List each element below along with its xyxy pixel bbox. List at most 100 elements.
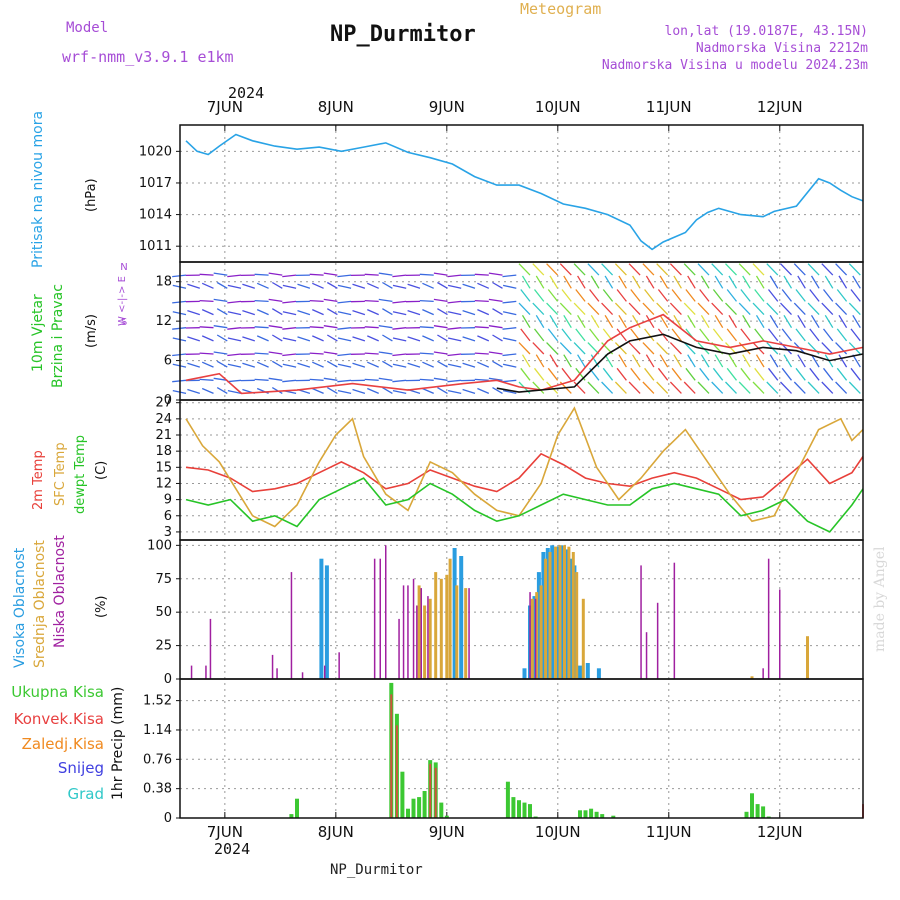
wind-barb — [656, 381, 669, 394]
wind-barb — [502, 353, 517, 357]
wind-barb — [673, 314, 682, 329]
cloud-bar-2 — [468, 588, 470, 679]
wind-barb — [352, 388, 366, 395]
wind-barb — [835, 302, 848, 316]
wind-barb — [587, 381, 600, 394]
wind-barb — [422, 282, 434, 289]
cloud-bar-2 — [407, 585, 409, 679]
day-label-bottom: 9JUN — [429, 823, 465, 841]
wind-barb — [297, 309, 311, 316]
pressure-tick-label: 1017 — [139, 176, 172, 191]
wind-barb — [187, 309, 200, 316]
wind-barb — [546, 263, 559, 276]
wind-barb — [392, 327, 407, 330]
wind-barb — [488, 325, 503, 329]
wind-barb — [614, 302, 627, 316]
wind-barb — [492, 334, 503, 342]
wind-barb — [755, 354, 765, 368]
wind-barb — [683, 342, 696, 355]
wind-barb — [532, 342, 545, 355]
wind-barb — [407, 309, 421, 316]
precip-bar-0 — [589, 808, 594, 818]
temp-label-2: dewpt Temp — [73, 435, 88, 514]
wind-barb — [309, 352, 324, 355]
cloud-bar-2 — [640, 565, 642, 679]
precip-bar-0 — [406, 808, 410, 818]
wind-barb — [447, 327, 462, 330]
wind-barb — [632, 354, 641, 368]
wind-barb — [712, 328, 724, 342]
wind-barb — [766, 381, 779, 394]
wind-barb — [850, 289, 861, 302]
wind-barb — [437, 387, 448, 394]
wind-barb — [488, 298, 503, 303]
wind-barb — [836, 289, 848, 302]
precip-bar-0 — [594, 811, 599, 818]
wind-barb — [309, 299, 324, 303]
precip-bar-0 — [600, 814, 605, 818]
cloud-bar-0 — [452, 548, 457, 679]
wind-barb — [242, 283, 255, 289]
wind-barb — [201, 282, 214, 289]
wind-barb — [742, 314, 751, 329]
temp-line-2 — [185, 477, 864, 533]
wind-barb — [824, 314, 834, 329]
wind-barb — [227, 327, 242, 330]
wind-barb — [673, 354, 682, 368]
wind-barb — [474, 273, 489, 276]
wind-barb — [309, 273, 324, 276]
wind-barb — [850, 367, 861, 381]
cloud-bar-2 — [673, 562, 676, 679]
wind-barb — [559, 302, 572, 316]
wind-barb — [793, 381, 806, 394]
wind-barb — [187, 283, 200, 289]
wind-barb — [488, 377, 503, 381]
wind-barb — [616, 367, 627, 381]
wind-barb — [783, 354, 793, 368]
wind-barb — [309, 378, 324, 381]
wind-barb — [242, 362, 255, 368]
wind-barb — [271, 281, 283, 289]
wind-barb — [462, 309, 476, 316]
wind-barb — [754, 289, 765, 302]
wind-barb — [587, 302, 600, 316]
wind-barb — [297, 336, 311, 342]
wind-barb — [742, 354, 751, 368]
wind-barb — [793, 263, 806, 276]
wind-barb — [714, 314, 724, 329]
cloud-bar-2 — [209, 618, 212, 679]
wind-barb — [326, 281, 338, 289]
wind-barb — [502, 274, 517, 278]
wind-barb — [382, 360, 393, 368]
wind-barb — [407, 362, 421, 368]
wind-barb — [488, 351, 503, 355]
day-label-bottom: 10JUN — [535, 823, 581, 841]
wind-barb — [821, 381, 834, 394]
wind-barb — [282, 311, 297, 316]
wind-barb — [533, 328, 545, 342]
wind-barb — [337, 337, 352, 342]
day-label-top: 8JUN — [318, 98, 354, 116]
cloud-bar-0 — [596, 668, 601, 679]
wind-barb — [838, 314, 848, 329]
wind-barb — [216, 308, 228, 316]
wind-barb — [502, 363, 517, 368]
cloud-bar-0 — [585, 663, 590, 679]
precip-label-0: Ukupna Kisa — [11, 683, 104, 701]
wind-barb — [614, 342, 627, 355]
wind-barb — [502, 284, 517, 289]
day-label-bottom: 12JUN — [757, 823, 803, 841]
wind-barb — [767, 367, 779, 381]
wind-barb — [659, 314, 669, 329]
wind-barb — [172, 327, 187, 330]
altitude-label: Nadmorska Visina 2212m — [695, 41, 868, 56]
cloud-bar-0 — [319, 558, 324, 679]
wind-barb — [742, 275, 751, 289]
wind-barb — [563, 354, 572, 368]
cloud-bar-1 — [554, 546, 558, 679]
wind-barb — [477, 309, 490, 316]
wind-barb — [711, 302, 724, 316]
day-label-top: 10JUN — [535, 98, 581, 116]
wind-barb — [645, 314, 655, 329]
wind-barb — [187, 336, 200, 342]
